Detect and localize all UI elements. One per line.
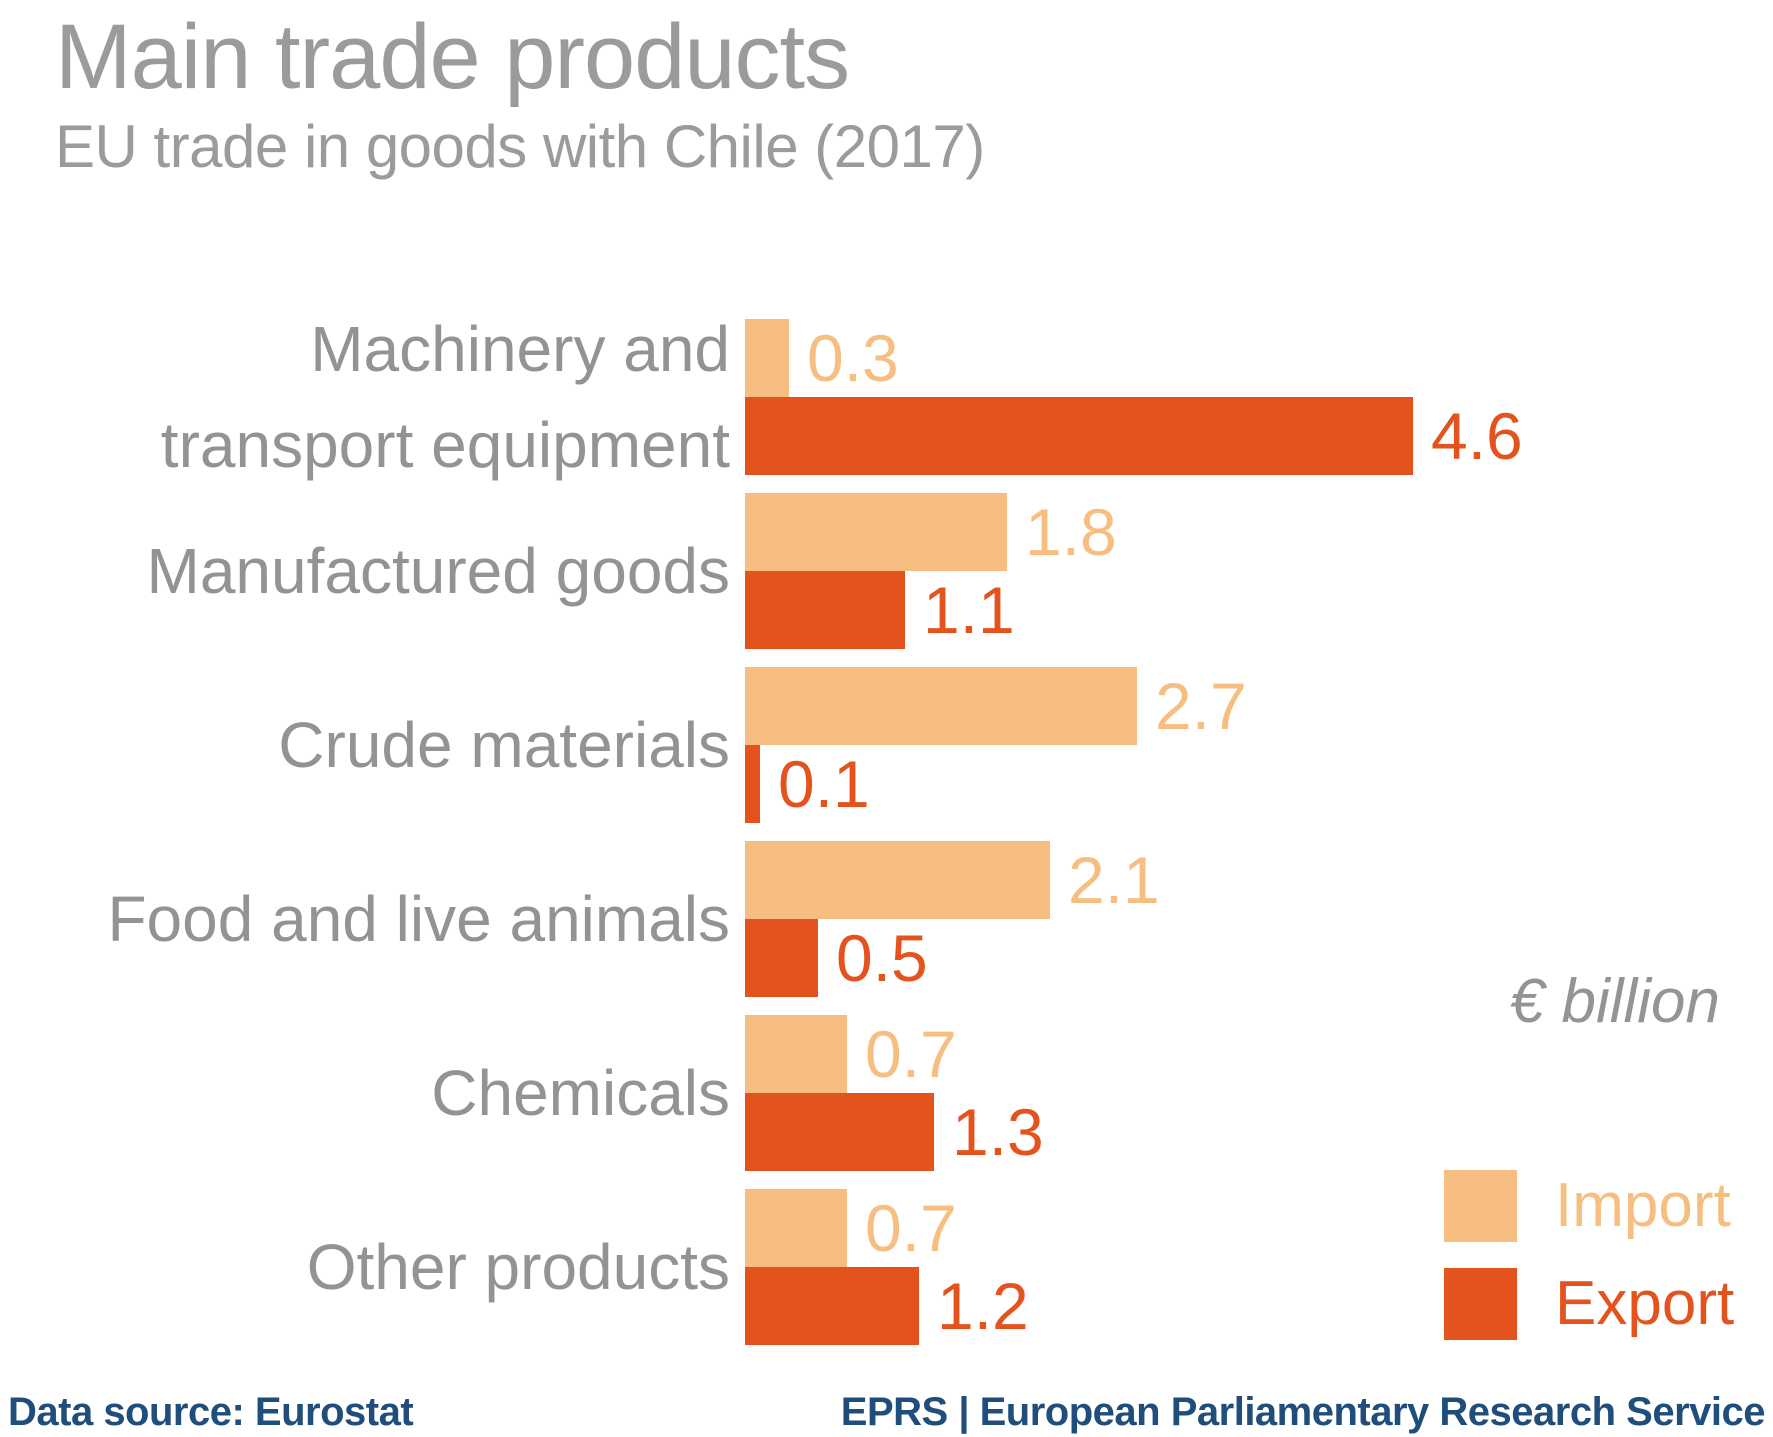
export-legend-label: Export — [1555, 1269, 1735, 1338]
category-label: Machinery and transport equipment — [160, 313, 730, 481]
import-value-label: 1.8 — [1025, 495, 1117, 569]
legend-item-import: Import — [1444, 1170, 1731, 1242]
unit-label: € billion — [1509, 967, 1720, 1036]
export-value-label: 0.1 — [778, 747, 870, 821]
footer: Data source: Eurostat EPRS | European Pa… — [8, 1390, 1766, 1435]
import-value-label: 2.7 — [1155, 669, 1247, 743]
export-value-label: 1.2 — [937, 1269, 1029, 1343]
import-value-label: 0.3 — [807, 321, 899, 395]
import-value-label: 0.7 — [865, 1017, 957, 1091]
import-bar — [745, 667, 1137, 745]
category-label: Manufactured goods — [146, 535, 731, 607]
export-bar — [745, 397, 1413, 475]
import-legend-label: Import — [1555, 1171, 1731, 1240]
import-legend-swatch — [1444, 1170, 1517, 1242]
export-value-label: 4.6 — [1431, 399, 1523, 473]
import-value-label: 2.1 — [1068, 843, 1160, 917]
category-label: Chemicals — [431, 1057, 730, 1129]
category-label: Other products — [306, 1231, 730, 1303]
chart-subtitle: EU trade in goods with Chile (2017) — [55, 113, 985, 181]
chart-header: Main trade products EU trade in goods wi… — [55, 6, 985, 178]
export-value-label: 1.1 — [923, 573, 1015, 647]
category-label: Food and live animals — [107, 883, 730, 955]
export-bar — [745, 745, 760, 823]
export-bar — [745, 1093, 934, 1171]
export-bar — [745, 1267, 919, 1345]
export-legend-swatch — [1444, 1268, 1517, 1340]
category-label: Crude materials — [278, 709, 730, 781]
import-value-label: 0.7 — [865, 1191, 957, 1265]
import-bar — [745, 841, 1050, 919]
import-bar — [745, 1015, 847, 1093]
export-bar — [745, 919, 818, 997]
chart-title: Main trade products — [55, 6, 850, 108]
import-bar — [745, 319, 789, 397]
export-bar — [745, 571, 905, 649]
legend-item-export: Export — [1444, 1268, 1734, 1340]
import-bar — [745, 1189, 847, 1267]
export-value-label: 1.3 — [952, 1095, 1044, 1169]
import-bar — [745, 493, 1007, 571]
export-value-label: 0.5 — [836, 921, 928, 995]
footer-source: Data source: Eurostat — [8, 1390, 414, 1434]
footer-credit: EPRS | European Parliamentary Research S… — [840, 1390, 1766, 1434]
